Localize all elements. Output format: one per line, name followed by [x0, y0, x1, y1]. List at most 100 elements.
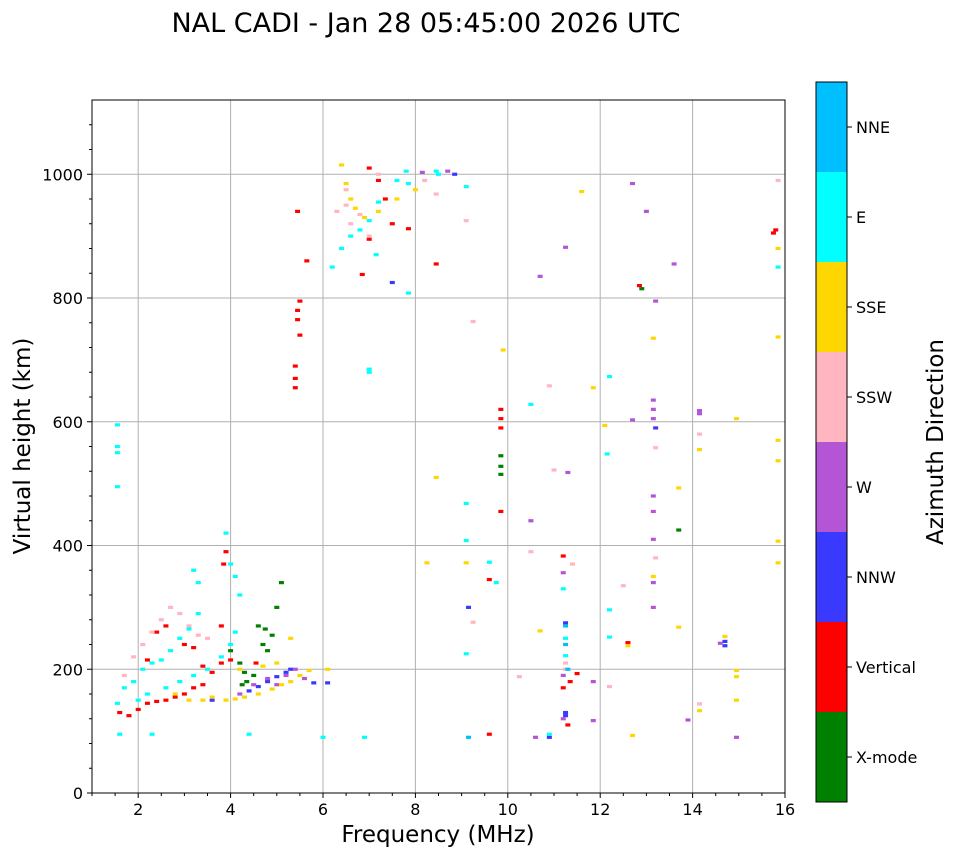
echo-point — [209, 670, 215, 674]
echo-point — [394, 178, 400, 183]
y-tick-label: 800 — [52, 289, 83, 308]
echo-point — [295, 308, 301, 312]
echo-point — [149, 732, 155, 736]
echo-point — [177, 680, 183, 684]
echo-point — [433, 475, 439, 480]
echo-point — [302, 676, 308, 681]
echo-point — [320, 735, 326, 739]
echo-point — [304, 259, 310, 263]
echo-point — [255, 692, 261, 696]
echo-point — [232, 697, 238, 701]
echo-point — [405, 227, 411, 231]
echo-point — [186, 698, 192, 702]
echo-point — [722, 644, 728, 648]
echo-point — [334, 209, 340, 213]
echo-point — [195, 611, 201, 616]
echo-point — [283, 670, 289, 674]
echo-point — [228, 658, 234, 662]
echo-point — [697, 447, 703, 452]
echo-point — [237, 593, 243, 597]
echo-point — [191, 686, 197, 690]
echo-point — [218, 655, 224, 659]
echo-point — [163, 698, 169, 702]
echo-point — [158, 618, 164, 622]
echo-point — [563, 714, 569, 718]
echo-point — [348, 197, 354, 201]
echo-point — [650, 605, 656, 609]
echo-point — [528, 550, 534, 554]
echo-point — [223, 531, 229, 535]
echo-point — [292, 376, 298, 381]
series-x-mode — [228, 287, 682, 687]
echo-point — [602, 423, 608, 428]
echo-point — [260, 642, 266, 647]
echo-point — [498, 426, 504, 430]
x-tick-label: 10 — [498, 800, 518, 819]
echo-point — [140, 642, 146, 647]
echo-point — [486, 560, 492, 564]
echo-point — [537, 274, 543, 278]
echo-point — [205, 636, 210, 640]
echo-point — [223, 698, 229, 702]
echo-point — [433, 192, 439, 196]
echo-point — [775, 561, 781, 565]
echo-point — [154, 699, 160, 704]
echo-point — [375, 178, 381, 183]
echo-point — [565, 470, 571, 475]
echo-point — [177, 611, 183, 616]
echo-point — [625, 644, 631, 648]
y-tick-label: 1000 — [42, 165, 83, 184]
echo-point — [362, 215, 368, 220]
echo-point — [546, 384, 552, 388]
echo-point — [463, 219, 469, 223]
echo-point — [773, 228, 779, 232]
echo-point — [775, 246, 781, 251]
echo-point — [650, 417, 656, 421]
echo-point — [433, 169, 439, 173]
echo-point — [676, 486, 682, 490]
echo-point — [114, 423, 120, 427]
echo-point — [405, 291, 411, 295]
echo-point — [643, 209, 649, 213]
echo-point — [232, 574, 238, 579]
echo-points — [114, 163, 781, 739]
echo-point — [560, 554, 566, 558]
echo-point — [620, 584, 626, 588]
echo-point — [560, 717, 566, 721]
echo-point — [200, 664, 206, 668]
echo-point — [498, 509, 504, 514]
echo-point — [237, 661, 243, 665]
x-tick-label: 16 — [775, 800, 795, 819]
echo-point — [114, 701, 120, 705]
echo-point — [422, 178, 428, 183]
echo-point — [343, 203, 349, 207]
colorbar-label: SSE — [856, 298, 886, 317]
colorbar-label: X-mode — [856, 748, 917, 767]
colorbar-segment — [816, 82, 847, 172]
echo-point — [625, 641, 631, 645]
echo-point — [265, 649, 271, 653]
x-tick-label: 14 — [682, 800, 702, 819]
echo-point — [269, 687, 275, 691]
echo-point — [172, 692, 178, 696]
echo-point — [348, 234, 354, 238]
echo-point — [288, 667, 294, 671]
echo-point — [262, 627, 268, 631]
echo-point — [239, 683, 245, 687]
x-tick-label: 2 — [133, 800, 143, 819]
echo-point — [366, 219, 372, 223]
echo-point — [375, 209, 381, 213]
echo-point — [463, 538, 469, 543]
echo-point — [209, 695, 215, 699]
colorbar-title: Azimuth Direction — [923, 339, 949, 545]
echo-point — [563, 636, 569, 640]
series-sse — [172, 163, 781, 738]
echo-point — [338, 163, 344, 167]
echo-point — [604, 452, 610, 456]
echo-point — [717, 641, 723, 645]
echo-point — [630, 418, 636, 422]
echo-point — [567, 680, 573, 684]
colorbar-segment — [816, 622, 847, 712]
echo-point — [563, 245, 569, 249]
